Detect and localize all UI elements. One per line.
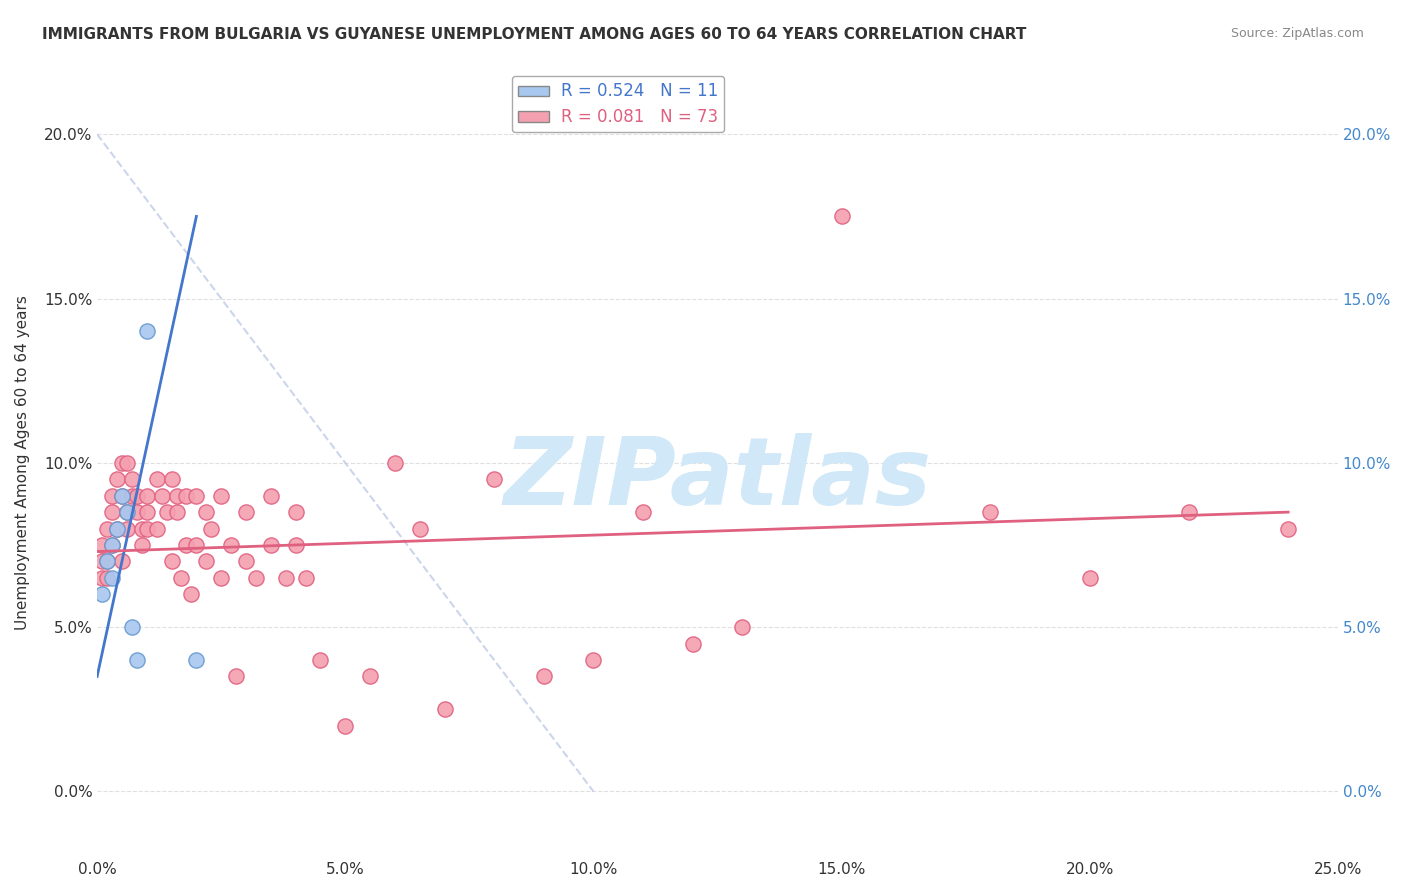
Point [115, 522, 138, 536]
Point [195, 505, 218, 519]
Point [195, 554, 218, 568]
Point [1178, 505, 1201, 519]
Point [135, 489, 157, 503]
Point [135, 325, 157, 339]
Point [96, 554, 118, 568]
Point [160, 554, 183, 568]
Point [170, 571, 193, 585]
Point [631, 505, 654, 519]
Point [111, 554, 134, 568]
Point [150, 489, 173, 503]
Point [235, 554, 257, 568]
Point [309, 653, 332, 667]
Point [101, 489, 124, 503]
Point [245, 571, 267, 585]
Point [96, 522, 118, 536]
Point [111, 456, 134, 470]
Point [284, 538, 307, 552]
Point [115, 456, 138, 470]
Point [111, 489, 134, 503]
Point [111, 489, 134, 503]
Point [96, 554, 118, 568]
Point [176, 489, 198, 503]
Point [225, 669, 247, 683]
Point [96, 571, 118, 585]
Point [125, 489, 148, 503]
Point [131, 538, 153, 552]
Point [200, 522, 222, 536]
Point [682, 636, 704, 650]
Point [1277, 522, 1299, 536]
Point [582, 653, 605, 667]
Text: IMMIGRANTS FROM BULGARIA VS GUYANESE UNEMPLOYMENT AMONG AGES 60 TO 64 YEARS CORR: IMMIGRANTS FROM BULGARIA VS GUYANESE UNE… [42, 27, 1026, 42]
Point [260, 489, 283, 503]
Point [335, 719, 357, 733]
Point [105, 472, 128, 486]
Point [209, 571, 232, 585]
Point [166, 505, 188, 519]
Point [101, 505, 124, 519]
Point [115, 505, 138, 519]
Point [409, 522, 432, 536]
Text: Source: ZipAtlas.com: Source: ZipAtlas.com [1230, 27, 1364, 40]
Point [1078, 571, 1101, 585]
Point [831, 210, 853, 224]
Point [260, 538, 283, 552]
Point [125, 653, 148, 667]
Point [731, 620, 754, 634]
Point [91, 538, 114, 552]
Point [180, 587, 202, 601]
Point [979, 505, 1001, 519]
Point [482, 472, 505, 486]
Point [91, 554, 114, 568]
Point [125, 505, 148, 519]
Point [105, 522, 128, 536]
Point [384, 456, 406, 470]
Point [166, 489, 188, 503]
Point [135, 505, 157, 519]
Point [359, 669, 381, 683]
Point [121, 620, 143, 634]
Point [91, 571, 114, 585]
Point [433, 702, 456, 716]
Point [145, 472, 167, 486]
Point [294, 571, 316, 585]
Point [209, 489, 232, 503]
Point [131, 522, 153, 536]
Point [135, 522, 157, 536]
Point [274, 571, 297, 585]
Point [101, 538, 124, 552]
Point [235, 505, 257, 519]
Point [91, 587, 114, 601]
Y-axis label: Unemployment Among Ages 60 to 64 years: Unemployment Among Ages 60 to 64 years [15, 295, 30, 631]
Text: ZIPatlas: ZIPatlas [503, 433, 932, 524]
Point [155, 505, 177, 519]
Point [284, 505, 307, 519]
Point [105, 522, 128, 536]
Point [176, 538, 198, 552]
Point [115, 505, 138, 519]
Legend: R = 0.524   N = 11, R = 0.081   N = 73: R = 0.524 N = 11, R = 0.081 N = 73 [512, 76, 724, 132]
Point [186, 538, 208, 552]
Point [121, 472, 143, 486]
Point [101, 571, 124, 585]
Point [533, 669, 555, 683]
Point [186, 489, 208, 503]
Point [186, 653, 208, 667]
Point [219, 538, 242, 552]
Point [160, 472, 183, 486]
Point [145, 522, 167, 536]
Point [121, 489, 143, 503]
Point [101, 538, 124, 552]
